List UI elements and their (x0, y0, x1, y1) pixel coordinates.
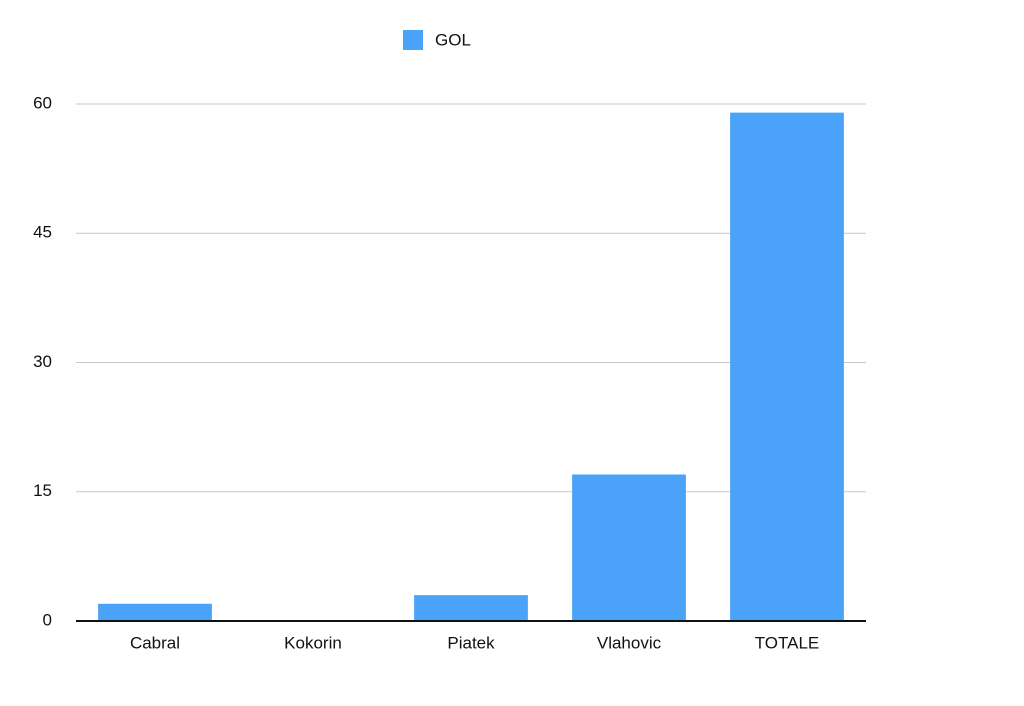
bar (572, 474, 686, 621)
legend-label: GOL (435, 30, 471, 49)
bar (98, 603, 212, 621)
x-tick-label: Piatek (447, 633, 495, 652)
x-tick-label: Cabral (130, 633, 180, 652)
y-tick-label: 30 (33, 352, 52, 371)
x-tick-label: Vlahovic (597, 633, 662, 652)
y-tick-label: 45 (33, 223, 52, 242)
bar (730, 112, 844, 621)
y-tick-label: 15 (33, 481, 52, 500)
y-tick-label: 60 (33, 93, 52, 112)
bar (414, 595, 528, 621)
x-tick-label: TOTALE (755, 633, 820, 652)
legend-swatch (403, 30, 423, 50)
y-tick-label: 0 (43, 610, 52, 629)
x-tick-label: Kokorin (284, 633, 342, 652)
